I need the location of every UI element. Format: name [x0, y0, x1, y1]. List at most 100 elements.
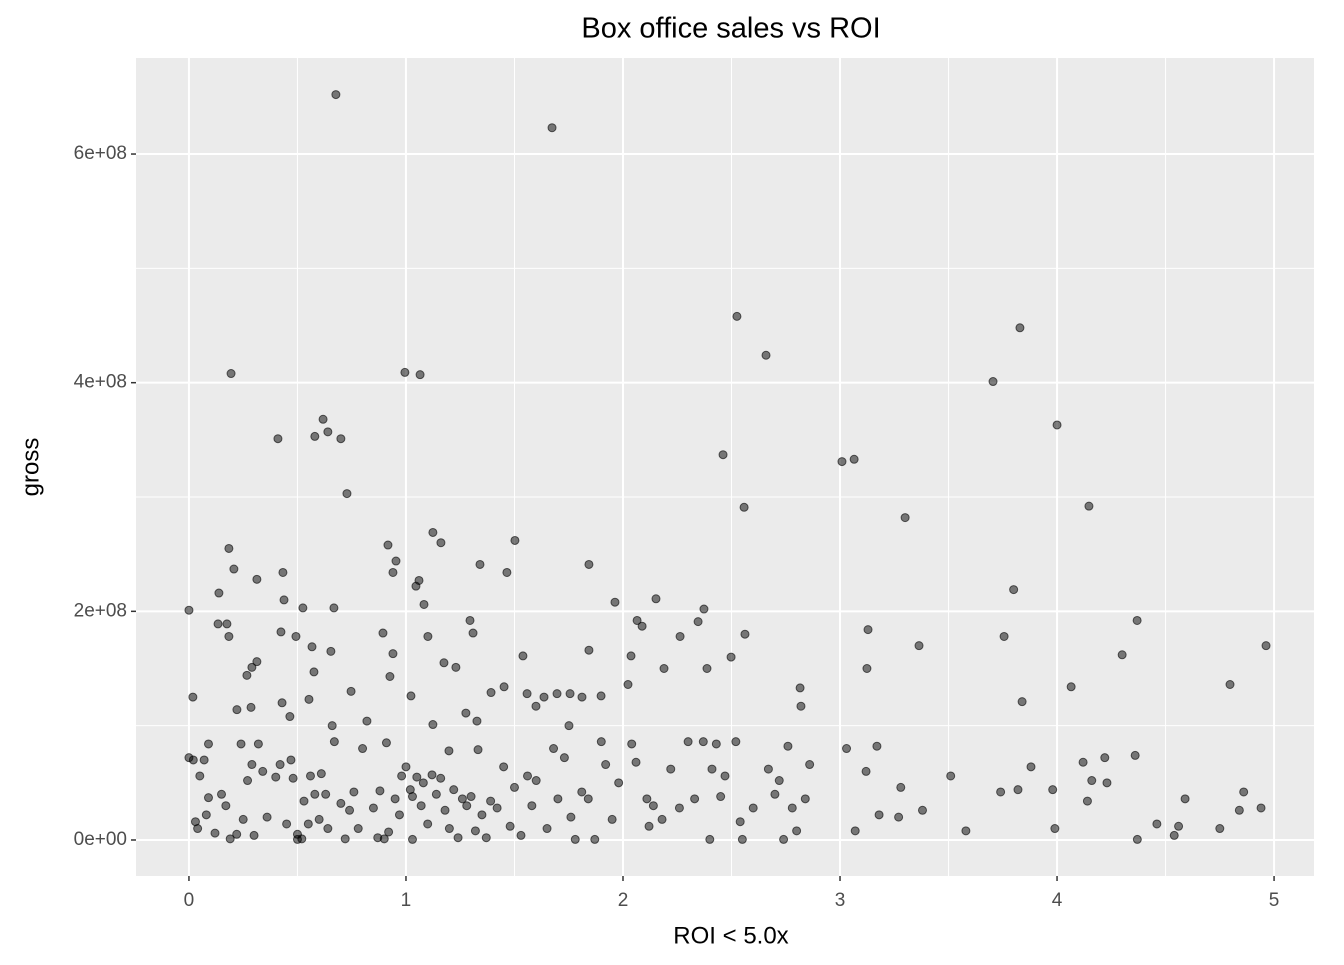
point	[288, 773, 298, 783]
point	[584, 559, 594, 569]
point	[276, 627, 286, 637]
point	[201, 810, 211, 820]
point	[297, 834, 307, 844]
point	[1100, 753, 1110, 763]
point	[805, 760, 815, 770]
point	[285, 712, 295, 722]
point	[577, 692, 587, 702]
point	[415, 370, 425, 380]
point	[213, 619, 223, 629]
point	[1225, 680, 1235, 690]
point	[770, 789, 780, 799]
point	[243, 776, 253, 786]
point	[961, 826, 971, 836]
point	[796, 701, 806, 711]
point	[453, 833, 463, 843]
point	[346, 686, 356, 696]
point	[184, 605, 194, 615]
point	[379, 834, 389, 844]
point	[303, 819, 313, 829]
point	[439, 658, 449, 668]
point	[1256, 803, 1266, 813]
point	[1132, 615, 1142, 625]
point	[406, 691, 416, 701]
point	[242, 670, 252, 680]
point	[431, 789, 441, 799]
point	[502, 567, 512, 577]
point	[874, 810, 884, 820]
point	[329, 737, 339, 747]
point	[861, 766, 871, 776]
point	[349, 787, 359, 797]
point	[258, 766, 268, 776]
point	[436, 773, 446, 783]
point	[195, 771, 205, 781]
point	[291, 631, 301, 641]
point	[232, 705, 242, 715]
point	[683, 737, 693, 747]
point	[1087, 776, 1097, 786]
point	[252, 574, 262, 584]
point	[566, 812, 576, 822]
point	[451, 662, 461, 672]
point	[711, 739, 721, 749]
point	[509, 782, 519, 792]
point	[444, 746, 454, 756]
point	[565, 689, 575, 699]
point	[1017, 697, 1027, 707]
point	[531, 701, 541, 711]
point	[383, 540, 393, 550]
point	[226, 369, 236, 379]
point	[523, 771, 533, 781]
point	[481, 833, 491, 843]
point	[539, 692, 549, 702]
point	[416, 801, 426, 811]
point	[632, 615, 642, 625]
point	[849, 454, 859, 464]
point	[732, 311, 742, 321]
point	[358, 744, 368, 754]
point	[310, 789, 320, 799]
point	[486, 796, 496, 806]
point	[702, 663, 712, 673]
point	[475, 559, 485, 569]
point	[440, 805, 450, 815]
point	[472, 716, 482, 726]
point	[271, 772, 281, 782]
point	[214, 588, 224, 598]
point	[362, 716, 372, 726]
point	[229, 564, 239, 574]
point	[510, 535, 520, 545]
point	[444, 824, 454, 834]
point	[761, 350, 771, 360]
point	[607, 814, 617, 824]
point	[740, 629, 750, 639]
x-tick-label: 2	[618, 890, 629, 911]
point	[407, 792, 417, 802]
point	[596, 737, 606, 747]
point	[246, 702, 256, 712]
point	[657, 814, 667, 824]
x-tick-label: 5	[1269, 890, 1280, 911]
point	[837, 457, 847, 467]
point	[999, 631, 1009, 641]
point	[1078, 757, 1088, 767]
point	[247, 760, 257, 770]
point	[842, 744, 852, 754]
x-axis-title: ROI < 5.0x	[673, 922, 788, 949]
point	[342, 489, 352, 499]
point	[542, 824, 552, 834]
y-tick-label: 2e+08	[74, 600, 127, 621]
point	[282, 819, 292, 829]
point	[1066, 682, 1076, 692]
point	[917, 805, 927, 815]
point	[199, 755, 209, 765]
point	[225, 834, 235, 844]
point	[314, 814, 324, 824]
point	[224, 631, 234, 641]
point	[449, 785, 459, 795]
point	[1117, 650, 1127, 660]
point	[329, 603, 339, 613]
y-tick-label: 0e+00	[74, 829, 127, 850]
